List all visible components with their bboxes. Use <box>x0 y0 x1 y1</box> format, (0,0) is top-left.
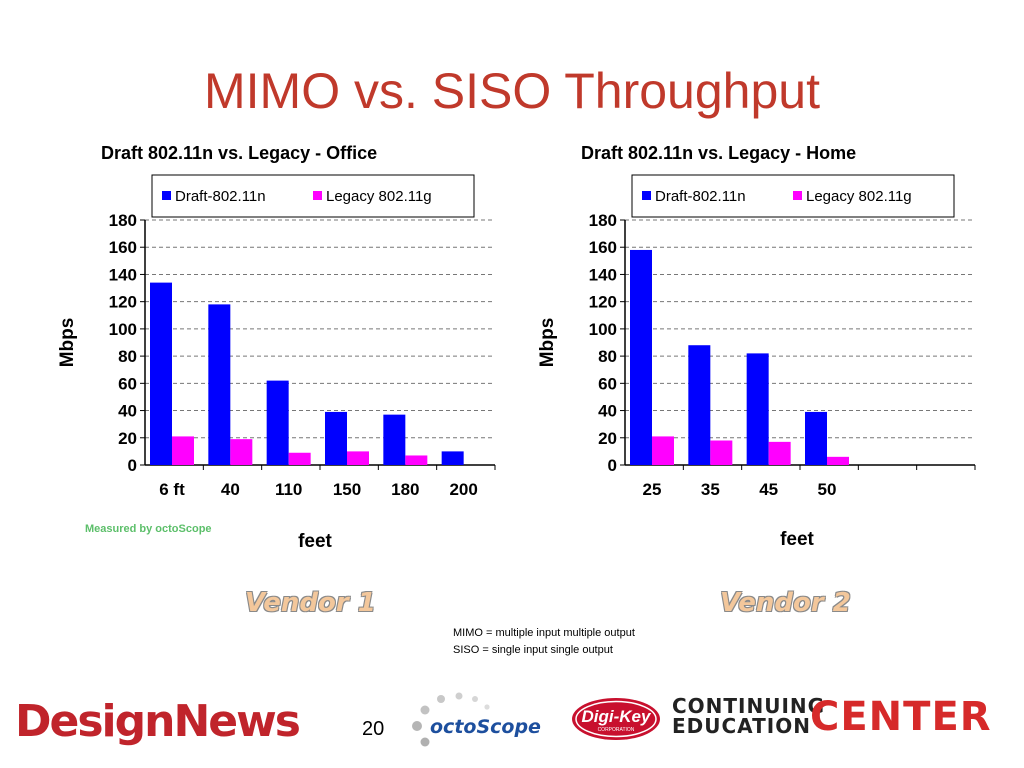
bar-legacy <box>230 439 253 465</box>
y-tick-label: 80 <box>598 347 617 366</box>
chart-title: Draft 802.11n vs. Legacy - Office <box>101 143 377 163</box>
x-tick-label: 40 <box>221 480 240 499</box>
octoscope-logo-icon <box>412 692 490 747</box>
y-tick-label: 160 <box>109 238 137 257</box>
cec-line2: EDUCATION <box>672 714 811 738</box>
x-tick-label: 6 ft <box>159 480 185 499</box>
slide-title: MIMO vs. SISO Throughput <box>204 63 820 119</box>
legend-entry: Legacy 802.11g <box>326 188 432 205</box>
x-tick-label: 25 <box>643 480 662 499</box>
measured-by-label: Measured by octoScope <box>85 523 212 535</box>
x-tick-label: 35 <box>701 480 720 499</box>
digikey-logo-subtext: CORPORATION <box>598 727 635 733</box>
notes: MIMO = multiple input multiple output SI… <box>453 625 635 659</box>
bar-draft <box>383 414 406 465</box>
legend-entry: Draft-802.11n <box>175 188 266 205</box>
cec-line1: CONTINUING <box>672 694 826 718</box>
legend-entry: Draft-802.11n <box>655 188 746 205</box>
bar-legacy <box>172 436 194 465</box>
legend-swatch <box>793 191 802 200</box>
bar-legacy <box>827 456 849 465</box>
y-tick-label: 60 <box>598 374 617 393</box>
vendor1-label: Vendor 1 <box>245 588 376 618</box>
page-number: 20 <box>362 718 385 740</box>
vendor2-label: Vendor 2 <box>720 588 851 618</box>
cec-logo: CONTINUING EDUCATION CENTER <box>672 694 991 740</box>
y-tick-label: 100 <box>109 320 137 339</box>
y-tick-label: 140 <box>109 265 137 284</box>
bar-draft <box>805 411 827 465</box>
bar-legacy <box>347 451 369 465</box>
x-axis-label: feet <box>298 531 332 552</box>
y-axis-label: Mbps <box>537 318 558 368</box>
bar-draft <box>630 249 652 465</box>
bar-legacy <box>652 436 674 465</box>
x-axis-label: feet <box>780 529 814 550</box>
x-tick-label: 50 <box>818 480 837 499</box>
bar-legacy <box>288 452 311 465</box>
y-tick-label: 120 <box>589 293 617 312</box>
bar-legacy <box>405 455 428 465</box>
bar-draft <box>208 304 231 465</box>
y-tick-label: 20 <box>118 429 137 448</box>
x-tick-label: 150 <box>333 480 361 499</box>
x-tick-label: 45 <box>759 480 778 499</box>
note-mimo: MIMO = multiple input multiple output <box>453 627 635 639</box>
bar-draft <box>266 380 289 465</box>
cec-center: CENTER <box>810 694 992 740</box>
y-tick-label: 20 <box>598 429 617 448</box>
bar-legacy <box>768 441 791 465</box>
y-tick-label: 40 <box>598 402 617 421</box>
x-tick-label: 200 <box>449 480 477 499</box>
designnews-logo: DesignNews <box>15 696 301 747</box>
y-tick-label: 180 <box>589 211 617 230</box>
legend-swatch <box>313 191 322 200</box>
chart-home: Draft 802.11n vs. Legacy - Home Draft-802… <box>537 143 976 550</box>
digikey-logo-text: Digi-Key <box>582 707 653 726</box>
octoscope-logo-text: octoScope <box>430 716 541 738</box>
y-tick-label: 120 <box>109 293 137 312</box>
bar-draft <box>688 345 711 465</box>
legend-swatch <box>642 191 651 200</box>
bar-draft <box>746 353 769 465</box>
bar-legacy <box>710 440 733 465</box>
y-axis-label: Mbps <box>57 318 78 368</box>
bar-draft <box>150 282 172 465</box>
bar-draft <box>325 411 347 465</box>
y-tick-label: 0 <box>608 456 617 475</box>
x-tick-label: 180 <box>391 480 419 499</box>
y-tick-label: 80 <box>118 347 137 366</box>
chart-office: Draft 802.11n vs. Legacy - Office Draft-8… <box>57 143 496 552</box>
y-tick-label: 160 <box>589 238 617 257</box>
y-tick-label: 0 <box>128 456 137 475</box>
y-tick-label: 140 <box>589 265 617 284</box>
legend-swatch <box>162 191 171 200</box>
chart-title: Draft 802.11n vs. Legacy - Home <box>581 143 856 163</box>
digikey-logo-icon: Digi-Key CORPORATION <box>572 698 660 740</box>
y-tick-label: 100 <box>589 320 617 339</box>
legend-entry: Legacy 802.11g <box>806 188 912 205</box>
note-siso: SISO = single input single output <box>453 644 613 656</box>
x-tick-label: 110 <box>275 480 302 499</box>
y-tick-label: 180 <box>109 211 137 230</box>
y-tick-label: 60 <box>118 374 137 393</box>
y-tick-label: 40 <box>118 402 137 421</box>
bar-draft <box>441 451 464 465</box>
